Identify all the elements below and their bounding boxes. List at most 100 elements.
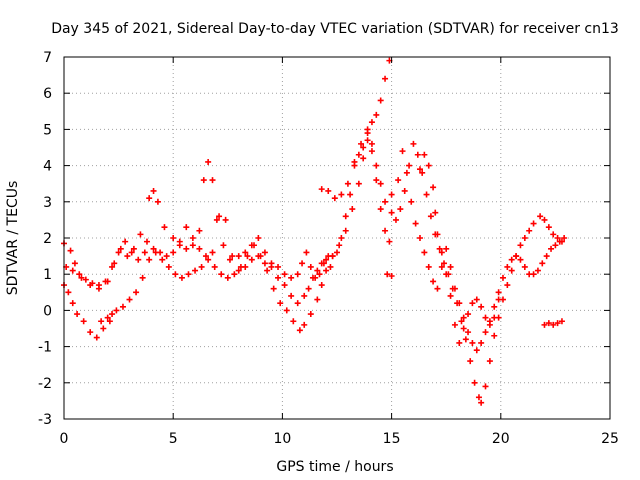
series-track-f (416, 151, 502, 346)
data-point (178, 274, 185, 281)
data-point (176, 242, 183, 249)
data-point (143, 238, 150, 245)
data-point (95, 285, 102, 292)
data-point (124, 253, 131, 260)
data-point (416, 166, 423, 173)
data-point (301, 292, 308, 299)
data-point (377, 206, 384, 213)
x-tick-label: 10 (273, 431, 291, 447)
data-point (373, 162, 380, 169)
data-point (200, 177, 207, 184)
data-point (113, 307, 120, 314)
y-tick-label: 5 (43, 122, 52, 138)
data-point (508, 267, 515, 274)
data-point (486, 358, 493, 365)
data-point (303, 249, 310, 256)
data-point (270, 285, 277, 292)
x-tick-label: 15 (383, 431, 401, 447)
data-point (93, 334, 100, 341)
data-point (412, 220, 419, 227)
data-point (465, 329, 472, 336)
data-point (421, 249, 428, 256)
data-point (307, 263, 314, 270)
data-point (438, 249, 445, 256)
data-point (552, 242, 559, 249)
data-point (154, 198, 161, 205)
data-point (71, 260, 78, 267)
data-point (202, 253, 209, 260)
data-point (360, 144, 367, 151)
x-tick-label: 0 (60, 431, 69, 447)
data-point (482, 329, 489, 336)
data-point (141, 249, 148, 256)
data-point (126, 296, 133, 303)
data-point (467, 358, 474, 365)
data-point (397, 206, 404, 213)
data-point (419, 169, 426, 176)
data-point (548, 245, 555, 252)
data-point (545, 320, 552, 327)
data-point (325, 187, 332, 194)
data-point (275, 274, 282, 281)
data-point (460, 314, 467, 321)
data-point (65, 289, 72, 296)
data-point (478, 339, 485, 346)
data-point (165, 263, 172, 270)
data-point (554, 320, 561, 327)
data-point (157, 249, 164, 256)
data-point (192, 267, 199, 274)
data-point (504, 282, 511, 289)
data-point (482, 314, 489, 321)
data-point (541, 321, 548, 328)
data-point (222, 216, 229, 223)
x-axis-label: GPS time / hours (276, 459, 393, 475)
data-point (150, 187, 157, 194)
data-point (478, 303, 485, 310)
data-point (349, 206, 356, 213)
data-point (373, 177, 380, 184)
data-point (447, 263, 454, 270)
data-point (117, 245, 124, 252)
data-point (183, 224, 190, 231)
data-point (255, 253, 262, 260)
data-point (499, 274, 506, 281)
data-point (139, 274, 146, 281)
data-point (377, 180, 384, 187)
data-point (432, 209, 439, 216)
data-point (403, 169, 410, 176)
data-point (430, 278, 437, 285)
data-point (98, 318, 105, 325)
data-point (373, 111, 380, 118)
data-point (150, 245, 157, 252)
data-point (87, 282, 94, 289)
data-point (355, 180, 362, 187)
data-point (465, 311, 472, 318)
data-point (290, 318, 297, 325)
data-point (318, 186, 325, 193)
data-point (460, 325, 467, 332)
data-point (447, 292, 454, 299)
series-track-e (388, 148, 568, 354)
data-point (137, 231, 144, 238)
data-point (161, 224, 168, 231)
data-point (100, 325, 107, 332)
data-point (443, 245, 450, 252)
data-point (318, 282, 325, 289)
data-point (301, 321, 308, 328)
data-point (543, 253, 550, 260)
data-point (537, 213, 544, 220)
data-point (438, 263, 445, 270)
data-point (299, 260, 306, 267)
data-point (347, 191, 354, 198)
data-point (410, 140, 417, 147)
data-point (355, 151, 362, 158)
data-point (558, 318, 565, 325)
y-tick-label: -2 (38, 376, 52, 392)
data-point (329, 253, 336, 260)
data-point (248, 256, 255, 263)
data-point (338, 235, 345, 241)
data-point (251, 242, 258, 249)
data-point (545, 224, 552, 231)
data-point (205, 256, 212, 263)
data-point (491, 314, 498, 321)
